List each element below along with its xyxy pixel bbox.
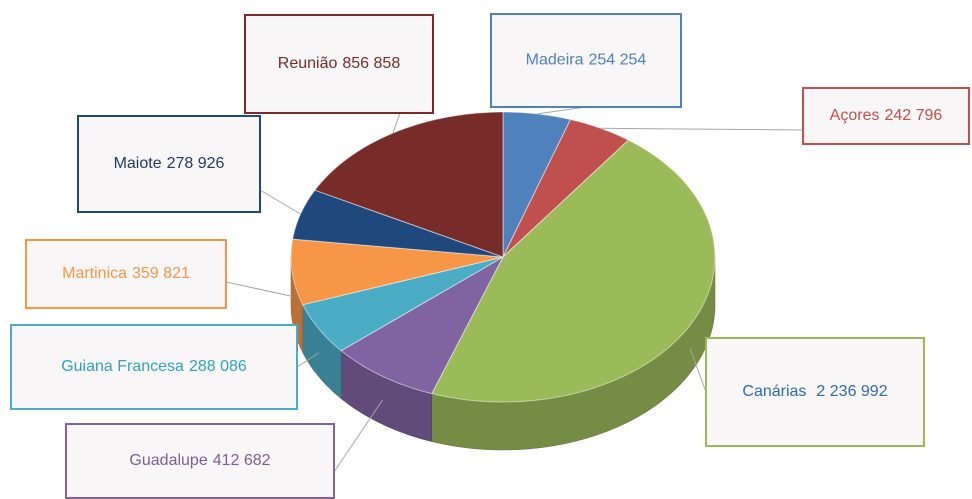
callout-box xyxy=(244,14,434,114)
callout-box xyxy=(25,239,227,309)
value-label: 288 086 xyxy=(189,358,247,375)
category-name: Martinica xyxy=(62,265,127,282)
leader-line xyxy=(392,112,401,134)
callout-box xyxy=(65,423,335,499)
leader-line xyxy=(689,348,707,393)
slice xyxy=(290,238,504,306)
category-name: Açores xyxy=(830,107,880,124)
leader-line xyxy=(259,189,301,215)
data-label: Maiote 278 926 xyxy=(114,155,225,172)
callout-box xyxy=(10,324,298,410)
leader-line xyxy=(333,399,383,473)
value-label: 254 254 xyxy=(588,52,646,69)
category-name: Maiote xyxy=(114,155,162,172)
leader-line xyxy=(537,106,587,115)
data-label: Canárias 2 236 992 xyxy=(742,383,887,400)
data-label: Martinica 359 821 xyxy=(62,265,190,282)
data-label: Guadalupe 412 682 xyxy=(129,452,270,469)
callout-box xyxy=(802,87,970,145)
value-label: 278 926 xyxy=(167,155,225,172)
leader-line xyxy=(225,281,293,297)
data-label: Guiana Francesa 288 086 xyxy=(61,358,247,375)
leader-line xyxy=(296,352,320,368)
data-label: Madeira 254 254 xyxy=(526,52,647,69)
callout-box xyxy=(705,337,925,447)
value-label: 412 682 xyxy=(213,452,271,469)
slice xyxy=(340,255,505,395)
slice xyxy=(502,111,572,258)
data-label: Açores 242 796 xyxy=(830,107,943,124)
value-label: 359 821 xyxy=(132,265,190,282)
category-name: Reunião xyxy=(278,55,338,72)
callout-box xyxy=(77,115,261,213)
slice xyxy=(431,139,716,403)
value-label: 2 236 992 xyxy=(816,383,887,400)
category-name: Canárias xyxy=(742,383,806,400)
slice xyxy=(314,111,504,258)
value-label: 242 796 xyxy=(884,107,942,124)
callout-box xyxy=(490,13,682,108)
data-label: Reunião 856 858 xyxy=(278,55,401,72)
slice xyxy=(302,256,504,352)
leader-line xyxy=(600,127,804,131)
category-name: Guiana Francesa xyxy=(61,358,184,375)
slice xyxy=(502,118,630,258)
value-label: 856 858 xyxy=(342,55,400,72)
category-name: Guadalupe xyxy=(129,452,207,469)
category-name: Madeira xyxy=(526,52,584,69)
